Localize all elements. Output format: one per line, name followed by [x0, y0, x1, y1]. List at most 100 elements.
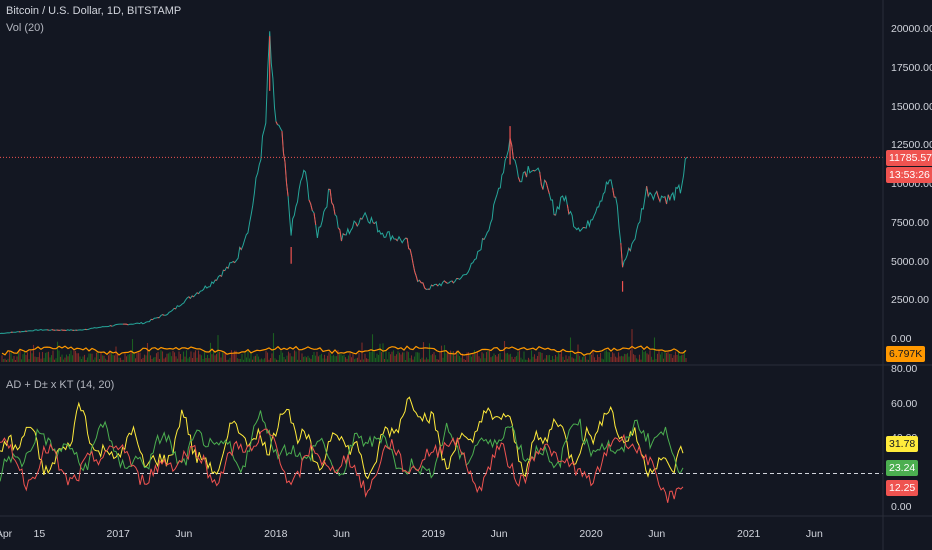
- down-segment: [431, 284, 434, 287]
- down-segment: [342, 233, 345, 236]
- yellow-value-badge: 31.78: [886, 436, 919, 452]
- down-segment: [162, 314, 165, 316]
- time-tick-label: 2021: [736, 528, 761, 540]
- down-segment: [332, 205, 336, 215]
- time-tick-label: Jun: [805, 528, 823, 540]
- down-segment: [620, 243, 624, 268]
- down-segment: [664, 196, 668, 205]
- down-segment: [191, 295, 194, 298]
- down-segment: [282, 153, 286, 163]
- down-segment: [395, 238, 398, 242]
- down-segment: [445, 281, 448, 284]
- yellow-series-line: [0, 396, 684, 480]
- down-segment: [415, 275, 419, 282]
- green-value-badge: 23.24: [886, 460, 919, 476]
- down-segment: [540, 184, 544, 190]
- indicator-series: [0, 396, 883, 503]
- down-segment: [628, 247, 631, 252]
- price-tick-label: 12500.00: [891, 139, 932, 152]
- down-segment: [408, 248, 411, 250]
- price-tick-label: 2500.00: [891, 294, 929, 307]
- down-segment: [337, 227, 341, 231]
- down-segment: [482, 238, 485, 240]
- volume-bars: [1, 329, 687, 362]
- down-segment: [422, 282, 426, 289]
- down-segment: [275, 121, 278, 125]
- down-segment: [281, 130, 284, 154]
- time-tick-label: 2017: [106, 528, 130, 540]
- down-segment: [511, 144, 514, 159]
- down-segment: [286, 183, 289, 197]
- down-segment: [545, 182, 549, 189]
- down-segment: [544, 179, 547, 183]
- volume-badge: 6.797K: [886, 346, 926, 362]
- red-series-line: [0, 428, 684, 503]
- down-segment: [419, 279, 422, 284]
- down-segment: [329, 189, 333, 203]
- down-segment: [331, 202, 334, 206]
- down-segment: [219, 274, 222, 277]
- down-segment: [239, 247, 242, 250]
- countdown-badge: 13:53:26: [886, 167, 932, 183]
- down-segment: [532, 169, 535, 172]
- volume-legend[interactable]: Vol (20): [6, 22, 44, 34]
- down-segment: [406, 238, 410, 249]
- down-segment: [424, 287, 427, 290]
- time-tick-label: 2018: [264, 528, 288, 540]
- last-price-badge: 11785.57: [886, 150, 932, 166]
- price-tick-label: 17500.00: [891, 61, 932, 74]
- down-segment: [539, 171, 542, 185]
- price-tick-label: 0.00: [891, 333, 912, 345]
- down-segment: [308, 199, 312, 204]
- price-tick-label: 7500.00: [891, 216, 929, 229]
- down-segment: [646, 186, 649, 197]
- price-series: [0, 31, 883, 334]
- green-series-line: [0, 410, 684, 482]
- down-segment: [355, 222, 358, 227]
- down-segment: [226, 266, 229, 269]
- time-tick-label: 2019: [421, 528, 446, 540]
- indicator-legend[interactable]: AD + D± x KT (14, 20): [6, 379, 115, 391]
- down-segment: [517, 177, 521, 182]
- time-tick-label: 2020: [579, 528, 603, 540]
- down-segment: [414, 271, 417, 277]
- down-segment: [313, 212, 317, 225]
- down-segment: [524, 171, 528, 178]
- down-segment: [656, 191, 659, 198]
- down-segment: [188, 296, 191, 299]
- down-segment: [232, 261, 236, 264]
- indicator-tick-label: 0.00: [891, 501, 912, 513]
- time-tick-label: Jun: [175, 528, 193, 540]
- time-tick-label: Jun: [490, 528, 508, 540]
- down-segment: [372, 222, 375, 224]
- down-segment: [126, 323, 129, 326]
- price-tick-label: 20000.00: [891, 23, 932, 35]
- down-segment: [196, 292, 199, 295]
- price-line: [0, 31, 688, 334]
- volume-ma-line: [1, 345, 687, 357]
- red-value-badge: 12.25: [886, 480, 919, 496]
- down-segment: [435, 283, 439, 287]
- down-segment: [412, 264, 416, 272]
- down-segment: [110, 325, 113, 327]
- down-segment: [409, 249, 413, 257]
- down-segment: [339, 229, 342, 242]
- down-segment: [657, 197, 661, 202]
- down-segment: [310, 203, 313, 211]
- indicator-tick-label: 60.00: [891, 397, 918, 410]
- down-segment: [612, 187, 615, 198]
- down-segment: [667, 194, 671, 201]
- down-segment: [411, 255, 414, 265]
- down-segment: [566, 204, 570, 215]
- price-tick-label: 5000.00: [891, 255, 929, 268]
- time-tick-label: 15: [33, 528, 46, 540]
- down-segment: [451, 280, 454, 284]
- down-segment: [443, 280, 447, 283]
- price-tick-label: 15000.00: [891, 100, 932, 113]
- down-segment: [284, 161, 288, 184]
- time-tick-label: Jun: [648, 528, 666, 540]
- down-segment: [360, 217, 363, 220]
- chart-title: Bitcoin / U.S. Dollar, 1D, BITSTAMP: [6, 5, 182, 17]
